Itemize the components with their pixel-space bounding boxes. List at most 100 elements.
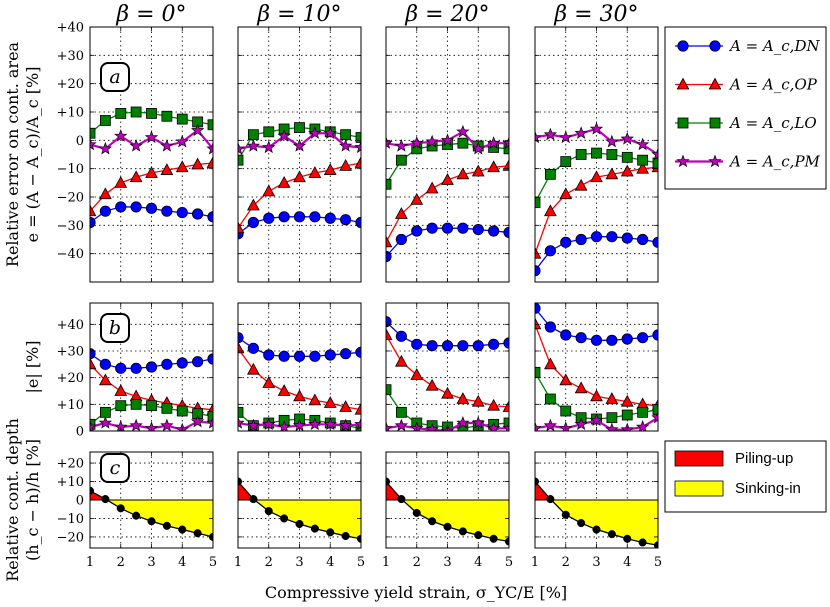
series-point-dn: [637, 233, 649, 246]
series-point-dn: [247, 342, 259, 354]
series-point-pm: [262, 417, 276, 430]
y-axis-label-a: Relative error on cont. area: [3, 41, 22, 267]
x-tick-label: 1: [531, 555, 539, 570]
series-point-lo: [130, 106, 142, 118]
series-point-op: [160, 163, 174, 175]
series-point-pm: [440, 133, 455, 146]
series-point-lo: [90, 418, 96, 430]
panel-c-2: 1 2 3 4 5: [382, 451, 513, 570]
fill-legend-label: Sinking-in: [735, 480, 801, 497]
legend-marker-op: [708, 77, 722, 90]
y-tick-label: 0: [76, 425, 84, 440]
y-tick-label: +10: [57, 475, 84, 490]
depth-point: [653, 541, 658, 548]
series-point-dn: [145, 202, 158, 214]
series-point-pm: [486, 136, 501, 149]
fill-legend-label: Piling-up: [735, 450, 793, 467]
x-tick-label: 5: [357, 555, 365, 570]
series-point-op: [90, 357, 97, 370]
series-point-dn: [115, 362, 127, 374]
series-point-op: [206, 156, 213, 168]
legend-marker-dn: [709, 40, 721, 52]
series-point-pm: [589, 413, 604, 426]
series-point-pm: [160, 139, 174, 152]
series-point-dn: [263, 349, 275, 361]
series-point-pm: [635, 420, 650, 431]
series-point-op: [425, 181, 439, 194]
series-point-lo: [652, 404, 658, 416]
depth-point: [607, 530, 616, 539]
y-tick-label: +30: [57, 345, 84, 360]
series-point-dn: [263, 212, 275, 224]
series-point-pm: [574, 126, 588, 139]
series-point-lo: [395, 154, 407, 166]
depth-point: [443, 522, 452, 531]
series-point-op: [90, 204, 97, 217]
y-tick-label: −40: [57, 247, 84, 262]
series-point-lo: [535, 197, 541, 209]
series-point-pm: [589, 122, 604, 135]
series-point-op: [99, 373, 112, 386]
column-title: β = 30°: [553, 2, 638, 27]
panel-plot-area: [90, 27, 213, 282]
y-axis-label-b: |e| [%]: [23, 340, 42, 393]
y-tick-label: +20: [57, 457, 84, 472]
series-point-op: [574, 381, 588, 394]
series-point-pm: [323, 126, 337, 139]
series-point-op: [535, 246, 542, 259]
depth-point: [623, 534, 632, 543]
y-tick-label: −20: [57, 530, 84, 545]
series-point-dn: [621, 333, 633, 345]
series-point-dn: [457, 222, 469, 234]
series-point-dn: [192, 356, 204, 368]
series-point-lo: [637, 406, 649, 418]
series-point-lo: [238, 406, 244, 418]
series-point-pm: [605, 422, 619, 431]
y-axis-label-a: e = (A − A_c)/A_c [%]: [23, 67, 42, 243]
depth-point: [474, 531, 483, 540]
series-point-op: [605, 167, 619, 180]
legend-marker-op: [676, 77, 690, 90]
depth-point: [458, 527, 467, 536]
legend-marker-pm: [676, 154, 690, 168]
legend-label-dn: A = A_c,DN: [728, 37, 820, 55]
series-point-dn: [535, 303, 541, 314]
legend-marker-dn: [677, 40, 689, 52]
series-point-pm: [456, 416, 470, 429]
series-point-op: [262, 376, 276, 388]
series-point-op: [247, 362, 260, 375]
panel-plot-area: [238, 452, 361, 548]
series-point-pm: [386, 136, 393, 149]
series-point-op: [456, 167, 470, 180]
series-point-pm: [190, 123, 205, 137]
y-tick-label: +40: [57, 318, 84, 333]
series-point-lo: [621, 151, 633, 163]
series-point-op: [114, 175, 128, 188]
series-point-dn: [426, 340, 438, 352]
series-point-lo: [457, 137, 469, 149]
y-tick-label: 0: [76, 134, 84, 149]
series-point-dn: [472, 223, 484, 236]
series-point-op: [354, 402, 361, 415]
series-point-dn: [99, 205, 111, 217]
series-point-dn: [309, 350, 321, 362]
series-point-dn: [145, 361, 158, 373]
series-point-op: [308, 166, 322, 178]
panel-c-3: 1 2 3 4 5: [531, 451, 662, 570]
series-point-lo: [146, 108, 157, 119]
series-point-pm: [338, 418, 353, 431]
series-point-lo: [652, 157, 658, 169]
series-point-dn: [441, 222, 454, 234]
depth-point: [193, 529, 202, 538]
series-point-pm: [386, 421, 393, 431]
series-point-lo: [161, 402, 173, 414]
series-point-op: [410, 368, 424, 380]
series-point-op: [145, 166, 158, 178]
depth-point: [310, 524, 319, 533]
series-point-dn: [560, 236, 572, 248]
series-point-lo: [606, 412, 618, 424]
panel-b-2: [385, 302, 510, 432]
x-axis-label: Compressive yield strain, σ_YC/E [%]: [265, 583, 567, 602]
y-tick-label: −10: [57, 512, 84, 527]
series-point-op: [129, 170, 143, 183]
